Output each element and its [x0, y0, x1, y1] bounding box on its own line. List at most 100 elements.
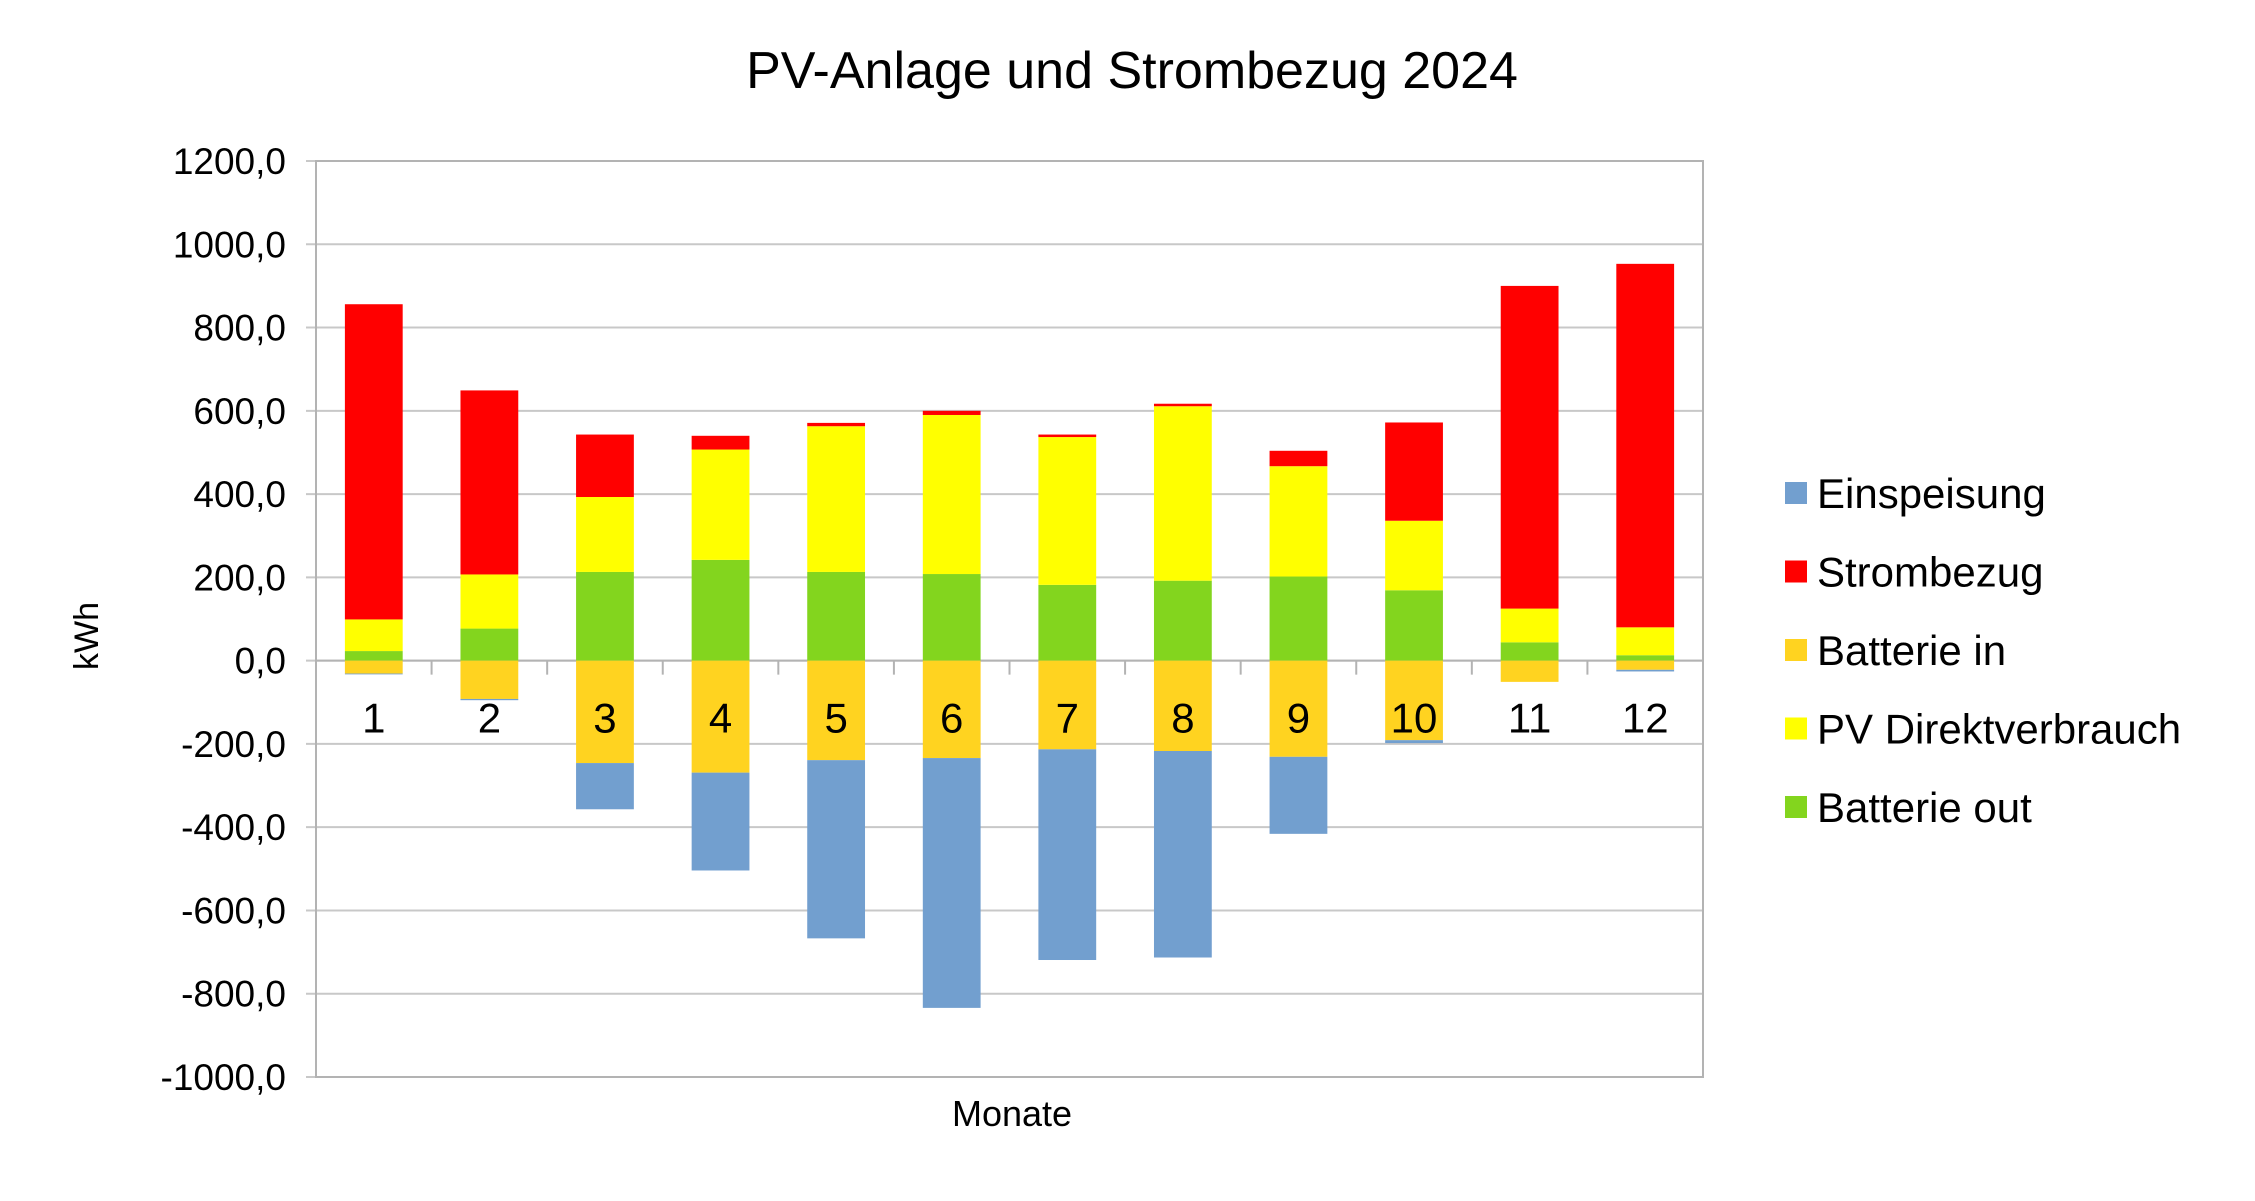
legend-label: PV Direktverbrauch [1817, 706, 2181, 753]
x-tick-label: 12 [1622, 695, 1669, 742]
bar-segment-einspeisung [1616, 669, 1675, 672]
x-tick-label: 8 [1171, 695, 1194, 742]
bar-segment-einspeisung [1038, 749, 1097, 961]
bar-segment-strombezug [807, 422, 866, 427]
bar-segment-batterie-out [576, 571, 634, 661]
y-tick-label: 400,0 [193, 474, 286, 515]
bar-segment-batterie-in [1385, 660, 1443, 741]
y-tick-label: -800,0 [181, 974, 286, 1015]
legend-item: Einspeisung [1785, 470, 2046, 517]
legend-swatch [1785, 639, 1807, 661]
bar-segment-batterie-out [691, 559, 750, 661]
x-tick-label: 9 [1287, 695, 1310, 742]
x-tick-label: 10 [1391, 695, 1438, 742]
legend: Einspeisung Strombezug Batterie in PV Direk… [1785, 470, 2181, 831]
x-tick-label: 3 [593, 695, 616, 742]
bar-segment-einspeisung [807, 760, 866, 939]
x-tick-labels: 1 2 3 4 5 6 7 8 9 10 11 12 [362, 695, 1668, 742]
bar-segment-batterie-in [691, 660, 750, 773]
legend-label: Batterie in [1817, 627, 2006, 674]
y-tick-label: 200,0 [193, 557, 286, 598]
bar-segment-strombezug [1269, 450, 1328, 467]
legend-swatch [1785, 482, 1807, 504]
bar-segment-strombezug [1616, 263, 1675, 628]
bar-segment-batterie-in [344, 660, 403, 674]
bar-segment-pv-direktverbrauch [576, 497, 634, 572]
bar-segment-einspeisung [1269, 756, 1328, 834]
x-tick-label: 2 [478, 695, 501, 742]
x-tick-label: 7 [1056, 695, 1079, 742]
bar-segment-batterie-in [1153, 660, 1212, 751]
bar-segment-batterie-out [1038, 584, 1097, 661]
y-tick-label: -400,0 [181, 807, 286, 848]
bar-segment-einspeisung [691, 772, 750, 871]
bar-segment-batterie-out [922, 574, 981, 661]
x-tick-label: 6 [940, 695, 963, 742]
x-tick-label: 11 [1508, 695, 1552, 742]
bar-segment-batterie-out [460, 628, 519, 661]
legend-item: Strombezug [1785, 549, 2043, 596]
bar-segment-einspeisung [344, 673, 403, 675]
y-tick-label: -1000,0 [161, 1057, 287, 1098]
y-tick-label: -200,0 [181, 724, 286, 765]
bar-segment-strombezug [1153, 403, 1212, 407]
y-tick-label: 0,0 [235, 641, 286, 682]
legend-label: Batterie out [1817, 784, 2032, 831]
bar-segment-batterie-in [1616, 660, 1675, 670]
bar-segment-strombezug [1385, 422, 1443, 521]
bar-segment-pv-direktverbrauch [344, 619, 403, 652]
y-tick-labels: 1200,0 1000,0 800,0 600,0 400,0 200,0 0,0 -200,… [161, 141, 287, 1098]
bar-segment-strombezug [1500, 285, 1559, 609]
plot-area-border [315, 160, 1704, 1078]
y-tick-label: 1200,0 [173, 141, 286, 182]
bar-segment-einspeisung [1153, 750, 1212, 958]
bar-segment-batterie-out [1385, 590, 1443, 661]
bar-segment-einspeisung [460, 698, 519, 701]
bar-segment-batterie-in [922, 660, 981, 759]
bar-segment-strombezug [1038, 434, 1097, 438]
legend-swatch [1785, 796, 1807, 818]
bar-segment-batterie-in [807, 660, 866, 761]
bar-segment-pv-direktverbrauch [460, 574, 519, 629]
y-tick-label: 800,0 [193, 308, 286, 349]
y-axis-label: kWh [68, 602, 106, 670]
bar-segment-batterie-out [807, 571, 866, 661]
bar-segment-strombezug [922, 410, 981, 415]
y-tick-label: -600,0 [181, 890, 286, 931]
y-tick-label: 1000,0 [173, 224, 286, 265]
bars [344, 263, 1675, 1008]
bar-segment-batterie-out [1153, 580, 1212, 661]
bar-segment-pv-direktverbrauch [1153, 406, 1212, 581]
legend-item: Batterie out [1785, 784, 2032, 831]
bar-segment-strombezug [576, 434, 634, 498]
bar-segment-pv-direktverbrauch [922, 414, 981, 575]
bar-segment-batterie-out [1500, 642, 1559, 661]
legend-item: Batterie in [1785, 627, 2006, 674]
bar-segment-batterie-out [344, 651, 403, 661]
bar-segment-einspeisung [576, 763, 634, 810]
legend-item: PV Direktverbrauch [1785, 706, 2181, 753]
chart-title: PV-Anlage und Strombezug 2024 [746, 42, 1518, 100]
bar-segment-einspeisung [922, 758, 981, 1008]
bar-segment-pv-direktverbrauch [1500, 608, 1559, 643]
bar-segment-batterie-in [460, 660, 519, 699]
bar-segment-batterie-in [576, 660, 634, 764]
legend-swatch [1785, 717, 1807, 740]
x-tick-label: 4 [709, 695, 732, 742]
x-tick-label: 5 [824, 695, 847, 742]
bar-segment-batterie-in [1269, 660, 1328, 757]
bar-segment-batterie-out [1616, 655, 1675, 661]
bar-segment-pv-direktverbrauch [1269, 466, 1328, 577]
bar-segment-batterie-in [1038, 660, 1097, 750]
bar-segment-pv-direktverbrauch [1038, 437, 1097, 585]
legend-label: Strombezug [1817, 549, 2043, 596]
bar-segment-strombezug [460, 390, 519, 575]
bar-segment-batterie-in [1500, 660, 1559, 682]
bar-segment-pv-direktverbrauch [1385, 520, 1443, 591]
bar-segment-einspeisung [1385, 740, 1443, 744]
bar-segment-strombezug [691, 435, 750, 450]
bar-segment-pv-direktverbrauch [1616, 627, 1675, 656]
bar-segment-strombezug [344, 304, 403, 620]
x-axis-label: Monate [952, 1093, 1072, 1134]
